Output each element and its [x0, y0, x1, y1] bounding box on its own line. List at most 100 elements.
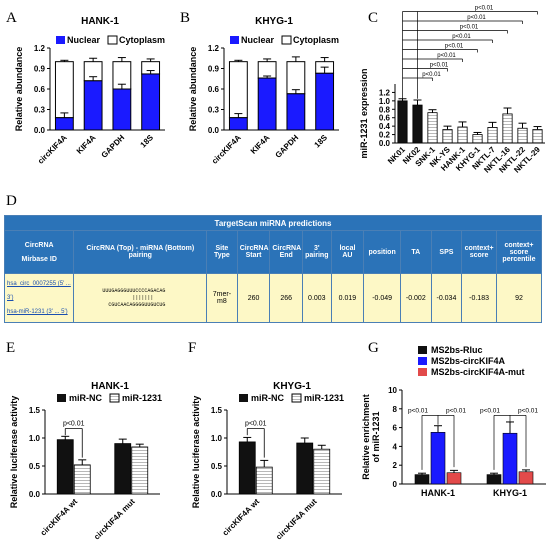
bar-nuclear: [141, 73, 161, 131]
y-tick-label: 0.6: [379, 114, 391, 123]
y-tick-label: 0.6: [34, 85, 46, 94]
bar-mirnc: [114, 443, 132, 495]
legend-label-cytoplasm: Cytoplasm: [293, 35, 339, 45]
circ-id-link[interactable]: hsa_circ_0007255 (5' ... 3'): [7, 281, 71, 301]
pairing-bottom: CGUCAACAGGGGUUGUCUG: [108, 301, 166, 308]
panel-letter-d: D: [6, 193, 17, 209]
legend-label-mir1231: miR-1231: [304, 393, 344, 403]
y-tick-label: 0.0: [379, 139, 391, 148]
sig-label: p<0.01: [63, 420, 85, 427]
bar: [532, 129, 543, 144]
bar-nuclear: [54, 117, 74, 131]
y-tick-label: 1.5: [29, 406, 41, 415]
bar-nuclear: [112, 88, 132, 131]
bar-cytoplasm: [54, 61, 74, 119]
pairing-mid: |||||||: [132, 294, 154, 301]
bar-nuclear: [228, 117, 248, 131]
x-tick-label: KIF4A: [249, 133, 272, 156]
bar: [412, 104, 423, 144]
legend-label: MS2bs-circKIF4A-mut: [431, 367, 525, 377]
y-tick-label: 0.2: [379, 131, 391, 140]
y-tick-label: 0.8: [379, 105, 391, 114]
x-tick-label: 18S: [139, 133, 156, 150]
x-tick-label: 18S: [313, 133, 330, 150]
bar: [414, 474, 430, 485]
y-tick-label: 0.5: [211, 462, 223, 471]
table-title: TargetScan miRNA predictions: [4, 215, 542, 231]
y-tick-label: 2: [393, 461, 398, 470]
y-tick-label: 0: [393, 480, 398, 489]
chart-c: 0.00.20.40.60.81.01.2 miR-1231 expression…: [359, 6, 545, 175]
circrna-cell[interactable]: hsa_circ_0007255 (5' ... 3') hsa-miR-123…: [3, 273, 75, 323]
start-cell: 260: [236, 273, 271, 323]
bar-mir1231: [131, 446, 149, 495]
x-tick-label: HANK-1: [421, 488, 455, 498]
chart-g: MS2bs-RlucMS2bs-circKIF4AMS2bs-circKIF4A…: [361, 345, 546, 498]
legend-label-mir1231: miR-1231: [122, 393, 162, 403]
panel-letter-f: F: [188, 340, 197, 356]
y-tick-label: 0.0: [208, 126, 220, 135]
chart-b: KHYG-1 0.0 0.3 0.6 0.9 1.2 Relative abundance N…: [188, 16, 339, 166]
legend-swatch: [418, 357, 427, 365]
bar: [397, 100, 408, 144]
legend-swatch-nuclear: [230, 36, 239, 44]
bar: [427, 112, 438, 144]
y-tick-label: 0.0: [29, 490, 41, 499]
legend-swatch: [418, 368, 427, 376]
bar-nuclear: [257, 77, 277, 131]
panel-letter-a: A: [6, 10, 17, 26]
panel-letter-g: G: [368, 340, 379, 356]
position-cell: -0.049: [363, 273, 401, 323]
y-tick-label: 0.3: [34, 106, 46, 115]
bar-mirnc: [238, 441, 256, 495]
y-tick-label: 0.4: [379, 122, 391, 131]
sig-label: p<0.01: [437, 53, 456, 59]
x-tick-label: circKIF4A mut: [92, 497, 137, 542]
chart-title: KHYG-1: [255, 16, 293, 27]
chart-title: HANK-1: [81, 16, 119, 27]
bar-cytoplasm: [286, 61, 306, 95]
y-axis-label: Relative enrichment: [361, 394, 371, 480]
x-tick-label: GAPDH: [273, 133, 300, 160]
table-header-cell: TA: [400, 230, 432, 274]
bar-nuclear: [315, 72, 335, 131]
chart-title: HANK-1: [91, 381, 129, 392]
legend-swatch-cytoplasm: [107, 35, 118, 45]
y-axis-label: Relative abundance: [188, 47, 198, 132]
mirbase-id-link[interactable]: hsa-miR-1231 (3' ... 5'): [7, 309, 68, 315]
legend-swatch-mirnc: [57, 394, 66, 402]
sps-cell: -0.034: [430, 273, 463, 323]
panel-letter-b: B: [180, 10, 191, 26]
sig-label: p<0.01: [467, 15, 486, 21]
bar: [430, 432, 446, 485]
y-tick-label: 1.0: [379, 97, 391, 106]
x-tick-label: circKIF4A wt: [221, 497, 262, 538]
x-tick-label: KIF4A: [75, 133, 98, 156]
y-tick-label: 0.0: [211, 490, 223, 499]
y-tick-label: 10: [388, 386, 397, 395]
table-header-cell: position: [363, 230, 401, 274]
bar-mir1231: [73, 464, 91, 495]
pairing-top: UUUGAGGGUUUCCCCAGACAG: [102, 287, 166, 294]
ta-cell: -0.002: [400, 273, 432, 323]
y-axis-label: Relative abundance: [14, 47, 24, 132]
y-tick-label: 0.3: [208, 106, 220, 115]
site-type-cell: 7mer-m8: [206, 273, 238, 323]
sig-label: p<0.01: [452, 34, 471, 40]
table-header-cell: CircRNA Start: [236, 230, 271, 274]
sig-label: p<0.01: [518, 407, 538, 414]
context-score-cell: -0.183: [461, 273, 497, 323]
legend-label-cytoplasm: Cytoplasm: [119, 35, 165, 45]
table-header-cell: context+ score: [461, 230, 497, 274]
table-header-cell: CircRNA Mirbase ID: [3, 230, 75, 274]
x-tick-label: circKIF4A: [36, 133, 69, 166]
bar-cytoplasm: [228, 61, 248, 119]
y-tick-label: 0.6: [208, 85, 220, 94]
table-header-cell: SPS: [430, 230, 463, 274]
y-tick-label: 0.9: [34, 65, 46, 74]
panel-letter-c: C: [368, 10, 379, 26]
context-percentile-cell: 92: [495, 273, 543, 323]
chart-title: KHYG-1: [273, 381, 311, 392]
y-tick-label: 1.5: [211, 406, 223, 415]
